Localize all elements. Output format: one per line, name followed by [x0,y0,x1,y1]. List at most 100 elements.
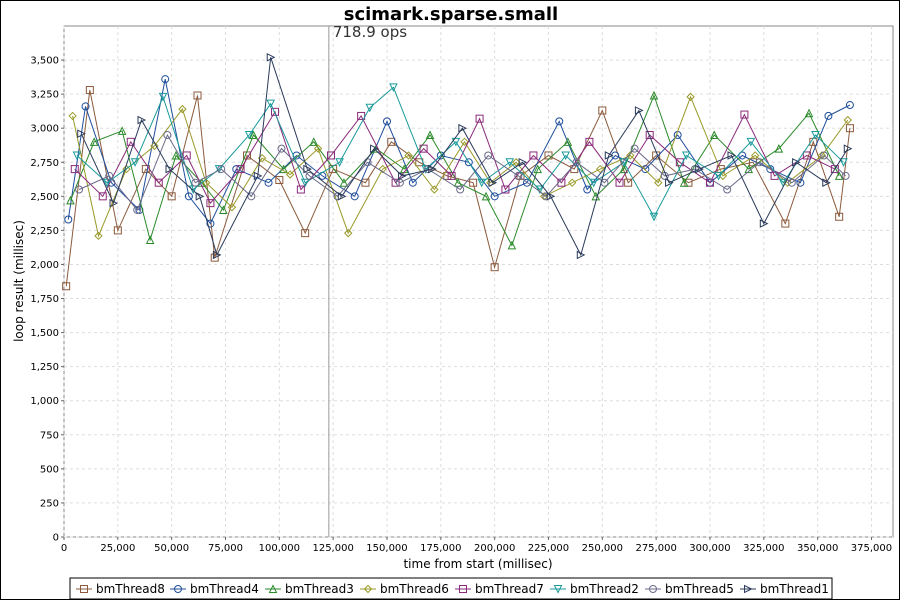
data-point [746,137,756,147]
data-point [458,123,467,133]
data-point [266,99,276,109]
data-point [154,178,163,187]
legend: bmThread8 bmThread4 bmThread3 bmThread6 bmTh… [69,577,833,600]
y-tick-label: 1,500 [30,328,59,339]
series-bmThread7 [70,107,839,208]
data-point [546,192,556,201]
data-point [163,131,172,140]
data-point [217,165,226,174]
data-point [501,185,510,194]
legend-item: bmThread8 [76,582,165,596]
data-point [585,137,594,146]
data-point [335,158,344,167]
data-point [561,151,571,161]
data-point [244,131,254,140]
data-point [117,126,127,135]
series-bmThread2 [72,83,848,222]
legend-item: bmThread5 [645,582,734,596]
data-point [835,212,844,221]
series-bmThread1 [77,53,853,260]
data-point [89,137,99,146]
data-point [62,282,71,291]
data-point [604,151,614,160]
data-point [576,250,586,260]
data-point [109,198,119,208]
data-point [615,178,624,187]
data-point [834,171,844,180]
data-point [738,151,747,160]
data-point [365,103,375,113]
data-point [744,164,754,174]
x-tick-label: 325,000 [743,543,784,554]
legend-item: bmThread2 [550,582,639,596]
data-point [654,178,663,187]
legend-marker [649,585,657,593]
data-point [619,164,629,174]
data-point [843,115,852,125]
data-point [430,185,439,194]
data-point [514,171,523,180]
x-axis-label: time from start (millisec) [403,557,552,571]
data-point [167,192,176,201]
y-tick-label: 1,750 [30,294,59,305]
data-point [675,158,684,167]
data-point [787,178,796,187]
data-point [634,106,644,115]
ops-annotation: 718.9 ops [333,23,407,41]
data-point [759,219,769,228]
data-point [285,170,295,179]
y-tick-label: 2,750 [30,158,59,169]
legend-marker [744,584,753,594]
data-point [641,165,650,174]
legend-label: bmThread2 [570,582,639,596]
y-tick-label: 2,250 [30,226,59,237]
data-point [236,165,245,174]
data-point [150,141,159,151]
data-point [774,144,784,153]
x-tick-label: 225,000 [528,543,569,554]
data-point [404,151,413,160]
data-point [845,124,854,133]
data-point [589,178,599,188]
data-point [122,164,131,174]
x-tick-label: 175,000 [420,543,461,554]
data-point [681,151,691,161]
data-point [279,164,288,174]
data-point [182,151,191,160]
x-tick-label: 350,000 [797,543,838,554]
series-layer [62,53,854,291]
x-tick-label: 150,000 [366,543,407,554]
data-point [344,228,353,238]
data-point [792,157,801,167]
legend-label: bmThread1 [760,582,829,596]
data-point [387,137,396,146]
data-point [533,164,543,174]
data-point [679,178,689,187]
x-tick-label: 250,000 [582,543,623,554]
y-tick-label: 2,500 [30,192,59,203]
data-point [361,178,370,187]
data-point [464,158,473,167]
data-point [695,164,704,174]
data-point [271,107,280,116]
data-point [210,253,219,262]
data-point [85,86,94,95]
data-point [456,185,465,194]
data-point [665,178,674,188]
data-point [755,158,764,167]
plot-area [63,25,894,538]
data-point [723,185,732,194]
data-point [649,212,659,222]
data-point [70,165,79,174]
data-point [165,164,175,174]
series-bmThread3 [66,90,844,250]
legend-item: bmThread4 [170,582,259,596]
data-point [303,164,312,174]
data-point [484,151,493,160]
data-point [727,151,737,160]
x-tick-label: 375,000 [851,543,892,554]
data-point [398,171,407,181]
data-point [206,219,215,228]
y-tick-label: 1,250 [30,362,59,373]
data-point [94,231,103,241]
